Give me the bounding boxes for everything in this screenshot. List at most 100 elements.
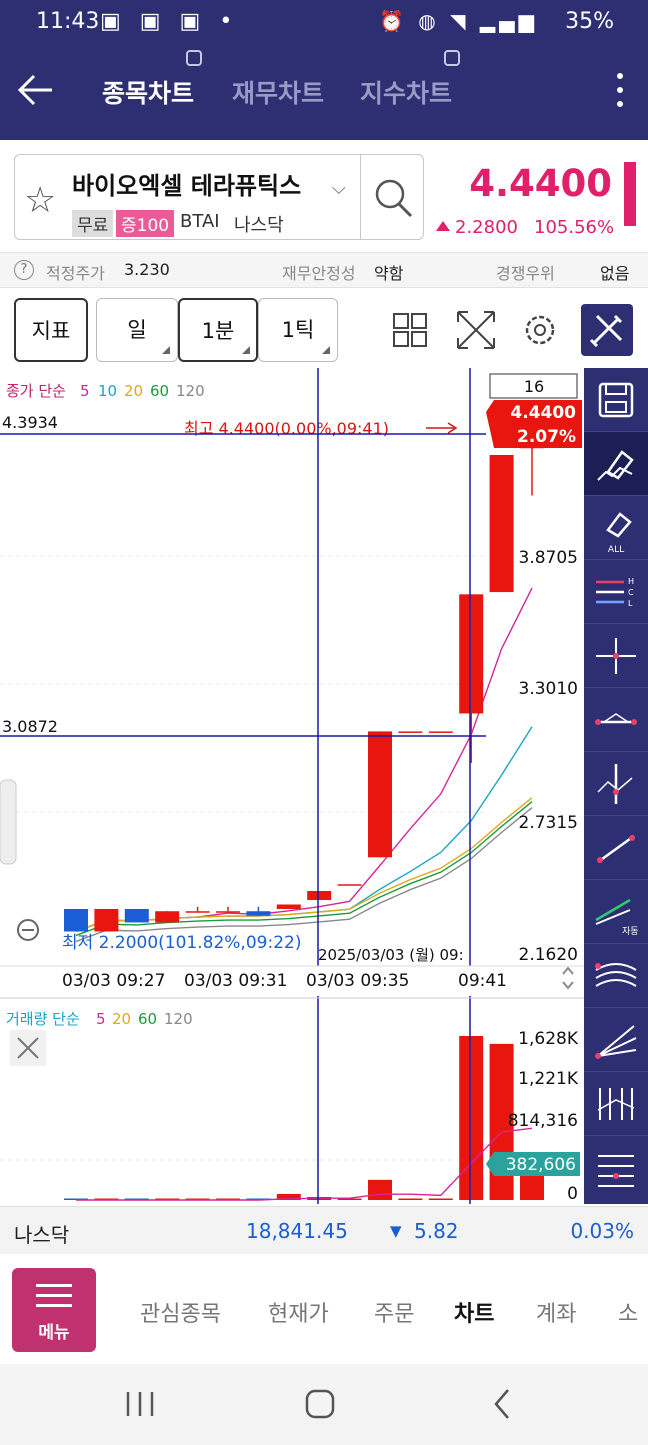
bottom-nav xyxy=(0,1256,648,1364)
up-triangle-icon xyxy=(436,221,450,231)
period-minute-label: 1분 xyxy=(201,319,235,343)
tab-stock-chart[interactable]: 종목차트 xyxy=(102,79,195,108)
stock-selector[interactable] xyxy=(14,154,424,240)
vol-legend-ma5: 5 xyxy=(96,1010,106,1028)
vol-legend-ma120: 120 xyxy=(164,1010,193,1028)
menu-button[interactable]: 메뉴 xyxy=(12,1268,96,1352)
vertical-line-tool[interactable] xyxy=(584,752,648,816)
favorite-star-icon[interactable]: ☆ xyxy=(24,180,57,221)
svg-text:자동: 자동 xyxy=(622,926,639,937)
notification-icons: ▣ ▣ ▣ • xyxy=(100,9,239,34)
high-arrowhead xyxy=(447,422,458,434)
dropdown-corner-icon xyxy=(162,346,170,354)
system-nav-bar xyxy=(0,1364,648,1445)
save-icon xyxy=(598,382,634,418)
price-tick-4: 2.1620 xyxy=(519,945,578,965)
candle-body xyxy=(307,891,332,900)
nav-quote[interactable]: 현재가 xyxy=(268,1302,329,1327)
nav-account[interactable]: 계좌 xyxy=(536,1302,577,1327)
candle-count: 16 xyxy=(524,377,544,396)
arc-tool[interactable] xyxy=(584,944,648,1008)
search-button[interactable] xyxy=(360,154,424,240)
horizontal-line-tool[interactable] xyxy=(584,688,648,752)
hamburger-line xyxy=(36,1284,72,1287)
crosshair-icon xyxy=(596,638,636,674)
app-header: 11:43 ▣ ▣ ▣ • ⏰ ◍ ◥ ▂▄▆ 35% 종목차트 재무차트 지수… xyxy=(0,0,648,140)
help-icon[interactable]: ? xyxy=(14,260,34,280)
volume-bar xyxy=(368,1179,392,1200)
nav-chart[interactable]: 차트 xyxy=(454,1302,495,1327)
index-pct: 0.03% xyxy=(570,1219,634,1243)
home-icon[interactable] xyxy=(302,1386,338,1422)
auto-trend-tool[interactable]: 자동 xyxy=(584,880,648,944)
layout-grid-icon[interactable] xyxy=(384,304,436,356)
eraser-all-tool[interactable]: ALL xyxy=(584,496,648,560)
eraser-icon xyxy=(597,450,634,481)
tab-badge-icon xyxy=(186,50,202,66)
time-tick-2: 03/03 09:31 xyxy=(184,971,287,991)
recent-apps-icon[interactable] xyxy=(120,1386,160,1422)
horizontal-line-icon xyxy=(595,713,637,725)
candle-body xyxy=(276,904,301,909)
fullscreen-icon[interactable] xyxy=(450,304,502,356)
eraser-tool[interactable] xyxy=(584,432,648,496)
period-day-label: 일 xyxy=(127,318,147,342)
candle-body xyxy=(216,911,240,913)
candle-body xyxy=(124,908,149,923)
candle-body xyxy=(398,731,423,733)
fan-tool[interactable] xyxy=(584,1008,648,1072)
nav-watchlist[interactable]: 관심종목 xyxy=(140,1302,221,1327)
volume-current: 382,606 xyxy=(506,1155,576,1175)
indicator-button[interactable]: 지표 xyxy=(14,298,88,362)
stability-label: 재무안정성 xyxy=(282,264,356,283)
index-ticker-strip[interactable]: 나스닥 18,841.45 ▼ 5.82 0.03% xyxy=(0,1206,648,1254)
status-bar: 11:43 ▣ ▣ ▣ • ⏰ ◍ ◥ ▂▄▆ 35% xyxy=(0,0,648,46)
vertical-line-icon xyxy=(597,764,633,804)
trend-line-tool[interactable] xyxy=(584,816,648,880)
back-arrow-icon[interactable] xyxy=(16,70,56,110)
volume-tick-1: 1,628K xyxy=(518,1029,579,1049)
candles xyxy=(64,428,544,932)
volume-bar xyxy=(246,1198,271,1200)
candle-body xyxy=(185,911,210,913)
ma20-line xyxy=(75,797,533,933)
volume-bar xyxy=(428,1198,453,1200)
volume-bar xyxy=(276,1193,301,1200)
horizontal-lines-tool[interactable] xyxy=(584,1136,648,1200)
menu-label: 메뉴 xyxy=(38,1323,70,1343)
legend-ma10: 10 xyxy=(98,382,117,400)
tab-finance-chart[interactable]: 재무차트 xyxy=(232,79,325,108)
price-tick-1: 3.8705 xyxy=(519,548,578,568)
price-tick-3: 2.7315 xyxy=(519,813,578,833)
zoom-out-icon[interactable] xyxy=(17,919,39,941)
save-tool[interactable] xyxy=(584,368,648,432)
dropdown-corner-icon xyxy=(242,346,250,354)
legend-ma5: 5 xyxy=(80,382,90,400)
nav-order[interactable]: 주문 xyxy=(374,1302,415,1327)
system-back-icon[interactable] xyxy=(486,1386,522,1422)
fan-lines-icon xyxy=(595,1025,637,1059)
legend-ma60: 60 xyxy=(150,382,169,400)
settings-gear-icon[interactable] xyxy=(514,304,566,356)
candle-body xyxy=(64,908,88,932)
drawing-tools-icon[interactable] xyxy=(581,304,633,356)
close-icon[interactable] xyxy=(10,1030,46,1066)
vertical-lines-icon xyxy=(597,1088,635,1120)
price-chart[interactable]: 종가 단순 5 10 20 60 120 16 4.4400 2.07% 최고 … xyxy=(0,368,584,1204)
down-triangle-icon: ▼ xyxy=(390,1222,402,1240)
fair-price-value: 3.230 xyxy=(124,260,170,279)
crosshair-tool[interactable] xyxy=(584,624,648,688)
nav-more[interactable]: 소 xyxy=(618,1302,639,1327)
drawer-handle[interactable] xyxy=(0,779,17,865)
stock-name[interactable]: 바이오엑셀 테라퓨틱스 xyxy=(72,172,302,200)
svg-text:H: H xyxy=(628,577,634,586)
scroll-arrows-icon[interactable] xyxy=(562,966,574,990)
price-legend-label: 종가 단순 xyxy=(6,382,66,400)
more-menu-icon[interactable] xyxy=(608,70,632,110)
chevron-down-icon[interactable]: ⌵ xyxy=(332,178,346,199)
vertical-lines-tool[interactable] xyxy=(584,1072,648,1136)
dropdown-corner-icon xyxy=(322,346,330,354)
crosshair-label-top: 4.3934 xyxy=(2,413,58,432)
tab-index-chart[interactable]: 지수차트 xyxy=(360,79,453,108)
